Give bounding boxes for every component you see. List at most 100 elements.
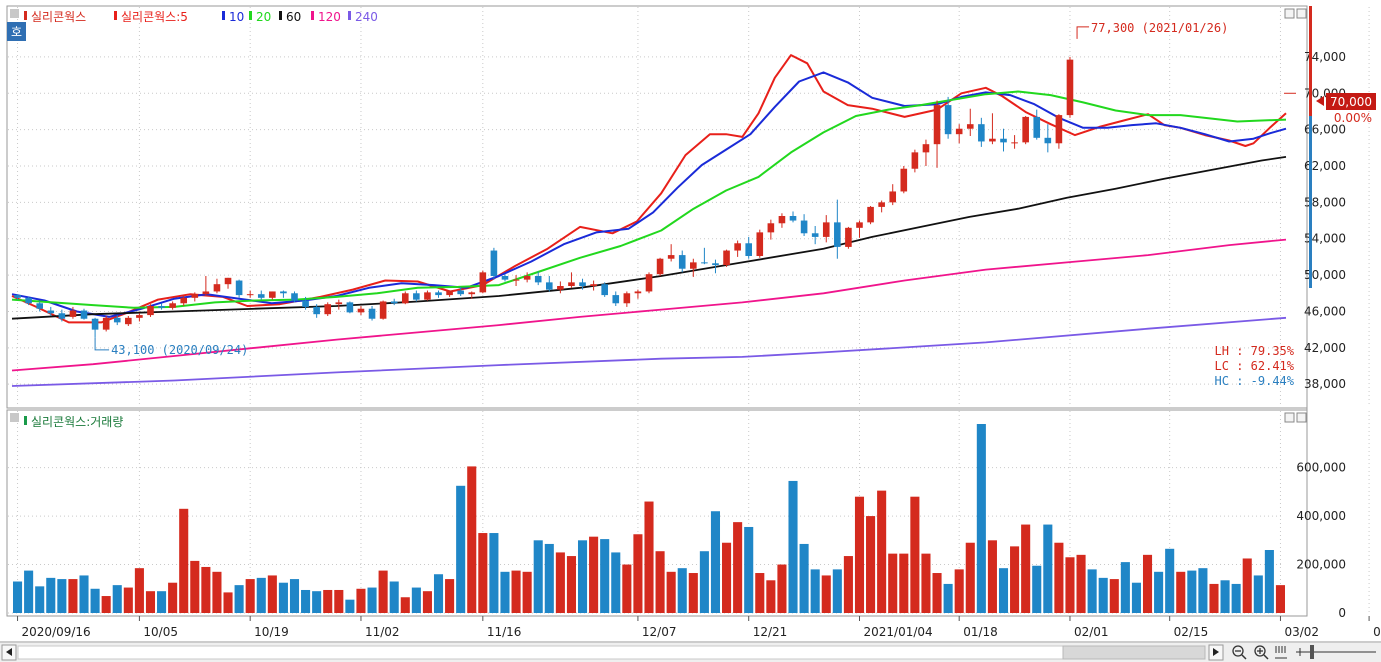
volume-bar (877, 490, 887, 613)
ma-line-5 (11, 54, 1287, 324)
volume-bar (334, 589, 344, 613)
candle-body (944, 105, 952, 135)
legend-marker (222, 11, 225, 20)
candle-body (357, 308, 365, 313)
volume-bar (522, 571, 532, 613)
volume-bar (1010, 546, 1020, 613)
volume-bar (400, 597, 410, 613)
volume-bar (1231, 583, 1241, 613)
candle-body (1033, 116, 1041, 138)
candle-width-icon[interactable] (1275, 646, 1287, 659)
legend-item-ma120[interactable]: 120 (318, 10, 341, 24)
zoom-out-icon[interactable] (1232, 645, 1247, 660)
ma-line-240 (11, 316, 1287, 387)
volume-bar (256, 577, 266, 613)
candle-body (80, 310, 88, 319)
price-tick-label: 50,000 (1304, 268, 1346, 282)
candle-body (501, 276, 509, 280)
legend-item-ma240[interactable]: 240 (355, 10, 378, 24)
candle-body (911, 152, 919, 169)
candle-body (601, 284, 608, 296)
candle-body (745, 243, 753, 256)
volume-bar (278, 582, 288, 613)
volume-bar (301, 589, 311, 613)
candle-body (280, 291, 287, 294)
volume-bar (323, 589, 333, 613)
volume-bar (345, 599, 355, 613)
legend: 실리콘웍스 실리콘웍스:5 10 20 60 120 240 (10, 9, 378, 24)
volume-bar (943, 583, 953, 613)
candle-body (213, 284, 221, 292)
minimize-icon[interactable] (1284, 8, 1295, 19)
volume-bar (422, 591, 432, 613)
candle-body (202, 291, 210, 295)
legend-item-ma20[interactable]: 20 (256, 10, 271, 24)
corner-badge[interactable] (7, 22, 26, 41)
legend-item-ma10[interactable]: 10 (229, 10, 244, 24)
candle-body (966, 124, 974, 129)
scrollbar-thumb[interactable] (1062, 645, 1206, 660)
price-tick-label: 74,000 (1304, 50, 1346, 64)
volume-bar (888, 553, 898, 613)
volume-bar (289, 579, 300, 613)
candle-body (302, 300, 309, 307)
date-tick-label: 01/18 (963, 625, 998, 639)
volume-bar (389, 581, 399, 613)
range-indicator-up (1309, 6, 1312, 116)
volume-tick-label: 400,000 (1296, 509, 1346, 523)
candle-body (390, 301, 398, 304)
volume-bar (744, 526, 754, 613)
date-tick-label: 02/15 (1174, 625, 1209, 639)
zoom-in-icon[interactable] (1254, 645, 1269, 660)
candle-body (723, 250, 730, 266)
ma-line-20 (11, 90, 1287, 309)
volume-bar (622, 564, 632, 613)
candle-body (612, 295, 620, 304)
volume-bar (1142, 554, 1153, 613)
candle-body (1011, 142, 1018, 144)
candle-body (900, 168, 908, 192)
volume-bar (1220, 580, 1230, 613)
volume-bar (998, 568, 1009, 613)
close-icon[interactable] (1296, 412, 1307, 423)
volume-bar (90, 588, 100, 613)
legend-item-ma5[interactable]: 실리콘웍스:5 (121, 10, 188, 24)
candle-body (701, 262, 708, 264)
volume-bar (555, 552, 565, 613)
stat-lh: LH : 79.35% (1215, 344, 1295, 358)
volume-bar (1275, 585, 1285, 613)
volume-bar (1253, 575, 1263, 613)
volume-bar (533, 540, 543, 613)
volume-bar (1109, 579, 1119, 613)
volume-bar (489, 533, 499, 613)
volume-menu-icon[interactable] (10, 413, 19, 422)
candle-body (778, 216, 786, 224)
candle-body (379, 301, 387, 319)
horizontal-scrollbar[interactable] (17, 645, 1064, 660)
ma-line-10 (11, 71, 1287, 318)
candle-body (545, 282, 553, 290)
candle-body (634, 291, 642, 294)
legend-marker (249, 11, 252, 20)
minimize-icon[interactable] (1284, 412, 1295, 423)
volume-bar (101, 596, 111, 613)
candle-body (113, 317, 121, 323)
volume-tick-label: 200,000 (1296, 558, 1346, 572)
candle-body (845, 227, 852, 247)
volume-bar (35, 586, 45, 613)
legend-menu-icon[interactable] (10, 9, 19, 18)
low-annotation: 43,100 (2020/09/24) (94, 337, 248, 357)
candle-body (867, 206, 874, 223)
volume-bar (1054, 542, 1064, 613)
volume-bar (1176, 571, 1186, 613)
zoom-slider[interactable] (1296, 645, 1376, 659)
volume-bar (987, 540, 997, 613)
candle-body (291, 293, 298, 301)
volume-bar (755, 573, 765, 613)
legend-marker (24, 416, 27, 425)
close-icon[interactable] (1296, 8, 1307, 19)
candle-body (346, 302, 354, 313)
legend-item-ma60[interactable]: 60 (286, 10, 301, 24)
volume-bar (733, 522, 743, 613)
legend-item-price[interactable]: 실리콘웍스 (31, 10, 86, 24)
